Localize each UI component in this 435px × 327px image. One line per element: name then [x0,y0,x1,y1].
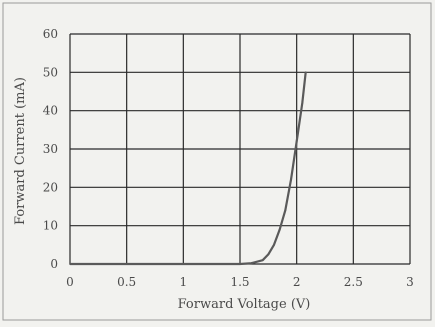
x-tick-label: 1.5 [230,275,249,289]
x-tick-label: 3 [406,275,414,289]
x-tick-label: 2 [293,275,301,289]
data-point [261,259,264,262]
data-point [273,243,275,246]
data-point [267,253,270,256]
x-tick-label: 0 [66,275,74,289]
data-point [295,140,298,143]
x-tick-label: 2.5 [344,275,363,289]
data-point [239,263,241,265]
data-point [290,178,292,181]
data-point [284,209,287,212]
y-tick-label: 30 [43,142,58,156]
y-tick-label: 0 [50,257,58,271]
y-tick-labels: 0 10 20 30 40 50 60 [43,27,58,271]
data-point [250,262,253,265]
data-point [301,102,304,104]
data-point [304,71,307,74]
x-tick-labels: 0 0.5 1 1.5 2 2.5 3 [66,275,414,289]
y-tick-label: 50 [43,65,58,79]
data-point [278,228,281,231]
y-tick-label: 20 [43,180,58,194]
x-axis-label: Forward Voltage (V) [178,297,311,312]
x-tick-label: 0.5 [117,275,136,289]
data-point [182,263,185,265]
series-layer [69,71,307,266]
data-point [69,263,71,265]
y-tick-label: 60 [43,27,58,41]
y-axis-label: Forward Current (mA) [13,77,28,225]
x-tick-label: 1 [180,275,188,289]
y-tick-label: 40 [43,104,58,118]
chart-frame [2,2,432,321]
y-tick-label: 10 [43,219,58,233]
